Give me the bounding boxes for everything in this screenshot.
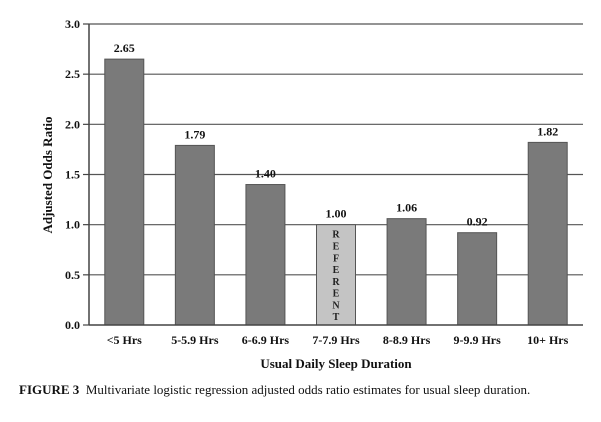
y-tick-label: 1.5	[65, 168, 80, 182]
bars	[104, 58, 568, 326]
y-tick-label: 2.5	[65, 67, 80, 81]
referent-letter: E	[333, 241, 340, 252]
y-tick-label: 3.0	[65, 17, 80, 31]
referent-letter: E	[333, 265, 340, 276]
x-tick-label: 5-5.9 Hrs	[171, 333, 219, 347]
referent-letter: F	[333, 253, 339, 264]
data-label: 1.82	[537, 124, 558, 138]
data-label: 1.00	[326, 207, 347, 221]
data-label: 1.79	[184, 127, 205, 141]
data-label: 1.06	[396, 201, 417, 215]
referent-letter: T	[333, 312, 340, 323]
referent-letter: N	[332, 300, 340, 311]
bar-5-5-9-hrs	[174, 144, 215, 326]
x-tick-label: <5 Hrs	[107, 333, 142, 347]
referent-letter: R	[332, 277, 340, 288]
x-axis-ticks: <5 Hrs 5-5.9 Hrs 6-6.9 Hrs 7-7.9 Hrs 8-8.9 H…	[107, 333, 569, 347]
bar--5-hrs	[104, 58, 145, 326]
bar-6-6-9-hrs	[245, 184, 286, 326]
bar-8-8-9-hrs	[386, 218, 427, 326]
x-tick-label: 6-6.9 Hrs	[242, 333, 290, 347]
referent-letter: E	[333, 289, 340, 300]
data-label: 2.65	[114, 41, 135, 55]
bar-10-hrs	[527, 141, 568, 326]
gridlines	[89, 23, 583, 276]
y-tick-label: 0.0	[65, 318, 80, 332]
bar-chart: 0.00.51.01.52.02.53.0 2.651.791.401.00RE…	[40, 17, 583, 371]
x-tick-label: 9-9.9 Hrs	[453, 333, 501, 347]
bar-9-9-9-hrs	[457, 232, 498, 326]
x-axis-label: Usual Daily Sleep Duration	[260, 356, 412, 371]
x-tick-label: 8-8.9 Hrs	[383, 333, 431, 347]
data-label: 0.92	[467, 215, 488, 229]
referent-letter: R	[332, 230, 340, 241]
y-tick-label: 0.5	[65, 268, 80, 282]
x-tick-label: 10+ Hrs	[527, 333, 568, 347]
y-tick-label: 1.0	[65, 218, 80, 232]
figure-caption-label: FIGURE 3	[19, 382, 80, 397]
figure-caption: FIGURE 3 Multivariate logistic regressio…	[19, 382, 530, 398]
data-label: 1.40	[255, 167, 276, 181]
y-axis-ticks: 0.0 0.5 1.0 1.5 2.0 2.5 3.0	[65, 17, 89, 332]
y-axis-label: Adjusted Odds Ratio	[40, 116, 55, 233]
x-tick-label: 7-7.9 Hrs	[312, 333, 360, 347]
figure-caption-text: Multivariate logistic regression adjuste…	[85, 382, 531, 397]
y-tick-label: 2.0	[65, 117, 80, 131]
